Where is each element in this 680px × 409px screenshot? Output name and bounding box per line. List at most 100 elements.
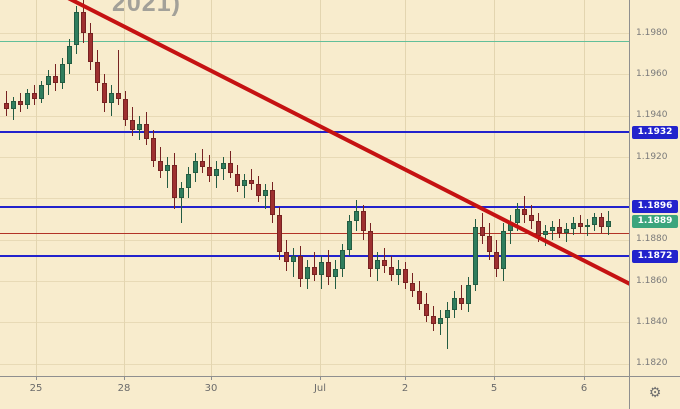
time-tick-label: 6 (580, 383, 588, 394)
candle-body (507, 223, 513, 232)
time-axis[interactable]: 25 28 30 Jul 2 5 6 (0, 376, 629, 409)
candle-body (563, 229, 569, 234)
axis-settings-corner[interactable]: ⚙ (629, 376, 680, 409)
candle-body (122, 99, 128, 120)
candle-body (290, 256, 296, 263)
candle-body (311, 266, 317, 275)
candle-body (171, 165, 177, 199)
candle-wick (243, 173, 245, 199)
candle-body (500, 231, 506, 269)
candle-body (31, 93, 37, 100)
candle-body (605, 221, 611, 228)
candle-body (472, 227, 478, 286)
candle-body (577, 223, 583, 228)
candle-body (66, 45, 72, 65)
candle-body (423, 303, 429, 317)
candle-body (241, 179, 247, 186)
candle-body (276, 214, 282, 253)
candle-body (479, 227, 485, 236)
time-tick-label: Jul (313, 383, 327, 394)
candle-body (129, 119, 135, 131)
price-gridline (0, 239, 629, 241)
candle-body (304, 266, 310, 279)
chart-plot-area[interactable]: 2021) (0, 0, 629, 376)
candle-body (108, 93, 114, 104)
candle-body (395, 268, 401, 275)
time-tick-label: 30 (204, 383, 218, 394)
candle-body (549, 227, 555, 232)
candle-body (444, 309, 450, 319)
candle-body (38, 84, 44, 100)
trendline-overlay (67, 0, 629, 286)
price-level-chip: 1.1932 (632, 125, 678, 139)
candle-wick (460, 285, 462, 310)
candle-body (360, 210, 366, 232)
candle-body (297, 256, 303, 279)
time-gridline (494, 0, 495, 376)
time-tick-label: 25 (29, 383, 43, 394)
price-level-chip: 1.1896 (632, 200, 678, 214)
level-line-upper-teal-level[interactable] (0, 40, 629, 42)
time-gridline (320, 0, 321, 376)
candle-body (262, 190, 268, 197)
time-tick-label: 2 (401, 383, 409, 394)
candle-body (248, 179, 254, 184)
candle-body (556, 227, 562, 234)
candle-body (199, 161, 205, 168)
candle-body (17, 101, 23, 106)
candle-body (409, 283, 415, 292)
time-tick-mark (320, 377, 321, 380)
candle-body (234, 173, 240, 186)
time-gridline (211, 0, 212, 376)
watermark-text: 2021) (112, 0, 181, 17)
price-gridline (0, 198, 629, 200)
candle-body (150, 138, 156, 162)
candle-body (283, 252, 289, 263)
price-tick-label: 1.1880 (636, 234, 668, 245)
time-tick-mark (211, 377, 212, 380)
candle-body (94, 62, 100, 83)
candle-body (59, 64, 65, 83)
candle-body (570, 223, 576, 230)
level-line-resistance-1932[interactable] (0, 131, 629, 134)
candle-body (402, 268, 408, 284)
candle-body (430, 316, 436, 325)
candle-body (24, 93, 30, 106)
candle-body (339, 250, 345, 269)
candle-body (346, 221, 352, 250)
candle-body (584, 225, 590, 228)
gear-icon[interactable]: ⚙ (648, 385, 662, 401)
price-tick-label: 1.1820 (636, 358, 668, 369)
candle-body (157, 161, 163, 172)
price-axis[interactable]: 1.1980 1.1960 1.1940 1.1920 1.1880 1.1860 1.18… (629, 0, 680, 376)
time-tick-mark (36, 377, 37, 380)
candle-body (178, 188, 184, 199)
level-line-resistance-1896[interactable] (0, 205, 629, 208)
candle-body (591, 216, 597, 226)
price-tick-label: 1.1840 (636, 316, 668, 327)
candle-body (143, 124, 149, 139)
candle-body (486, 235, 492, 252)
candle-body (192, 161, 198, 174)
price-tick-label: 1.1860 (636, 275, 668, 286)
candle-body (332, 268, 338, 277)
price-gridline (0, 115, 629, 117)
price-level-chip: 1.1872 (632, 249, 678, 263)
candle-body (136, 124, 142, 131)
time-gridline (36, 0, 37, 376)
price-gridline (0, 33, 629, 35)
level-line-support-1872[interactable] (0, 255, 629, 258)
time-tick-mark (405, 377, 406, 380)
candle-body (521, 208, 527, 215)
candle-body (493, 252, 499, 269)
time-gridline (584, 0, 585, 376)
candle-body (528, 214, 534, 222)
candle-body (353, 210, 359, 221)
candle-body (437, 318, 443, 325)
candle-body (164, 165, 170, 172)
candle-body (255, 183, 261, 197)
candle-body (269, 190, 275, 215)
candle-body (381, 260, 387, 267)
candle-body (598, 216, 604, 228)
